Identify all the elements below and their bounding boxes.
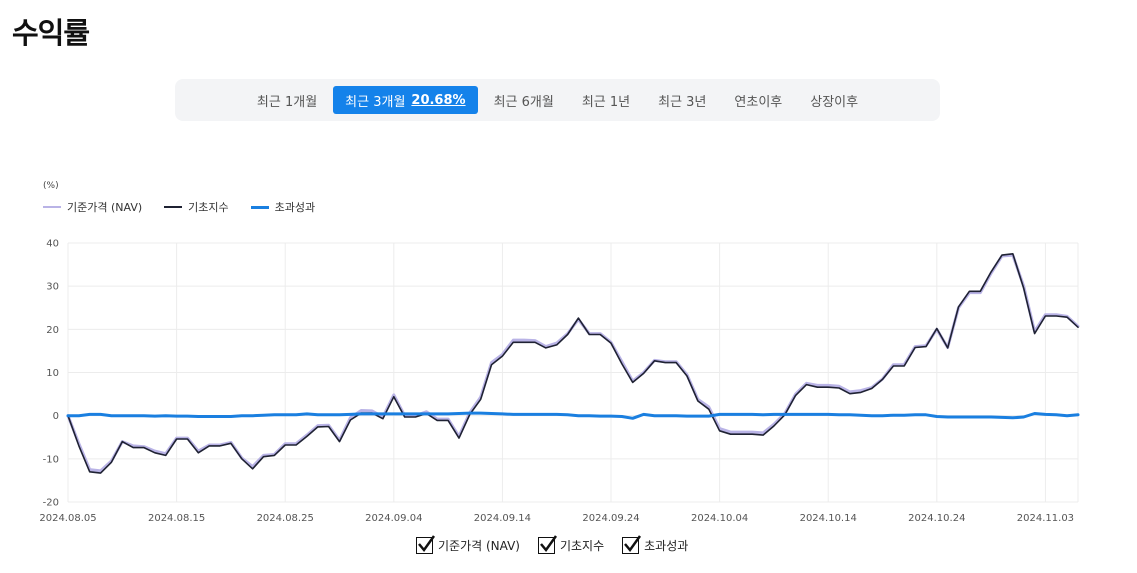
x-tick-label: 2024.09.14 xyxy=(474,513,531,524)
tab-label: 최근 1년 xyxy=(581,94,631,110)
y-tick-label: -20 xyxy=(43,498,59,509)
x-tick-label: 2024.08.15 xyxy=(148,513,205,524)
series-line-index xyxy=(67,253,1079,474)
y-tick-label: 0 xyxy=(53,411,59,422)
chart-unit-label: (%) xyxy=(43,181,59,191)
tab-3-years[interactable]: 최근 3년 xyxy=(646,86,718,114)
check-icon xyxy=(624,535,642,553)
tab-1-month[interactable]: 최근 1개월 xyxy=(245,86,329,114)
x-tick-label: 2024.09.24 xyxy=(582,513,639,524)
tab-6-months[interactable]: 최근 6개월 xyxy=(482,86,566,114)
x-tick-label: 2024.08.25 xyxy=(257,513,314,524)
x-tick-label: 2024.09.04 xyxy=(365,513,422,524)
tab-1-year[interactable]: 최근 1년 xyxy=(570,86,642,114)
toggle-label: 기초지수 xyxy=(559,539,605,553)
tab-ytd[interactable]: 연초이후 xyxy=(722,86,794,114)
y-axis-ticks: -20 -10 0 10 20 30 40 xyxy=(43,239,59,509)
x-axis-ticks: 2024.08.05 2024.08.15 2024.08.25 2024.09.04… xyxy=(39,513,1074,524)
legend-item-index: 기초지수 xyxy=(164,199,229,215)
chart-series xyxy=(66,253,1080,474)
chart-legend: 기준가격 (NAV) 기초지수 초과성과 xyxy=(43,199,315,215)
legend-swatch-nav xyxy=(43,206,61,208)
checkbox-excess[interactable] xyxy=(622,535,642,554)
toggle-label: 기준가격 (NAV) xyxy=(438,539,520,553)
y-tick-label: 20 xyxy=(46,325,59,336)
y-tick-label: -10 xyxy=(43,454,59,465)
x-tick-label: 2024.10.14 xyxy=(800,513,857,524)
x-tick-label: 2024.10.04 xyxy=(691,513,748,524)
check-icon xyxy=(540,535,557,553)
series-line-nav xyxy=(66,253,1080,473)
series-line-excess xyxy=(66,411,1080,420)
series-toggles: 기준가격 (NAV) 기초지수 초과성과 xyxy=(416,535,689,554)
tab-label: 최근 3개월 xyxy=(345,94,406,110)
y-tick-label: 10 xyxy=(46,368,59,379)
legend-swatch-excess xyxy=(250,205,269,209)
tab-since-listing[interactable]: 상장이후 xyxy=(798,86,870,114)
tab-label: 최근 6개월 xyxy=(493,94,554,110)
checkbox-index[interactable] xyxy=(537,535,557,554)
toggle-nav[interactable]: 기준가격 (NAV) xyxy=(416,535,520,554)
toggle-label: 초과성과 xyxy=(644,539,689,553)
legend-item-nav: 기준가격 (NAV) xyxy=(43,199,142,215)
legend-item-excess: 초과성과 xyxy=(250,199,316,215)
tab-label: 연초이후 xyxy=(734,94,783,110)
period-tabs: 최근 1개월 최근 3개월 20.68% 최근 6개월 최근 1년 최근 3년 … xyxy=(175,79,940,121)
tab-3-months[interactable]: 최근 3개월 20.68% xyxy=(333,86,478,114)
toggle-excess[interactable]: 초과성과 xyxy=(622,535,689,554)
toggle-index[interactable]: 기초지수 xyxy=(537,535,605,554)
legend-label: 기초지수 xyxy=(188,201,229,214)
x-tick-label: 2024.10.24 xyxy=(908,513,965,524)
chart-grid xyxy=(67,242,1079,503)
page-title: 수익률 xyxy=(12,16,90,50)
x-tick-label: 2024.08.05 xyxy=(39,513,96,524)
legend-label: 초과성과 xyxy=(274,201,316,214)
tab-label: 최근 1개월 xyxy=(256,94,318,110)
y-tick-label: 30 xyxy=(46,282,59,293)
legend-label: 기준가격 (NAV) xyxy=(67,201,143,214)
y-tick-label: 40 xyxy=(46,239,59,250)
tab-label: 최근 3년 xyxy=(658,94,707,110)
legend-swatch-index xyxy=(164,206,183,208)
x-tick-label: 2024.11.03 xyxy=(1017,513,1074,524)
checkbox-nav[interactable] xyxy=(416,535,436,554)
check-icon xyxy=(418,535,436,553)
tab-return-value: 20.68% xyxy=(411,92,466,108)
tab-label: 상장이후 xyxy=(810,94,859,110)
